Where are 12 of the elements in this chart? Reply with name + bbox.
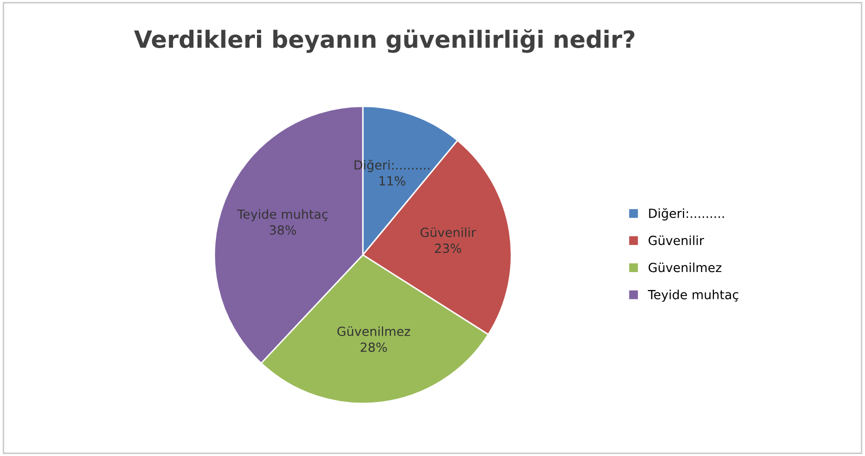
data-label: 28% [360,342,387,352]
data-label: 38% [270,225,296,235]
data-label: 11% [380,176,406,186]
slice-label: Teyide muhtaç [237,209,328,222]
legend-label: Teyide muhtaç [648,290,738,302]
slice-label: Güvenilir [420,227,476,238]
legend-label: Diğeri:......... [649,208,724,220]
slice-label: Güvenilmez [337,326,410,336]
legend-label: Güvenilmez [648,262,722,272]
chart-title: Verdikleri beyanın güvenilirliği nedir? [134,29,634,53]
legend-label: Güvenilir [648,235,704,246]
data-label: 23% [434,244,462,253]
